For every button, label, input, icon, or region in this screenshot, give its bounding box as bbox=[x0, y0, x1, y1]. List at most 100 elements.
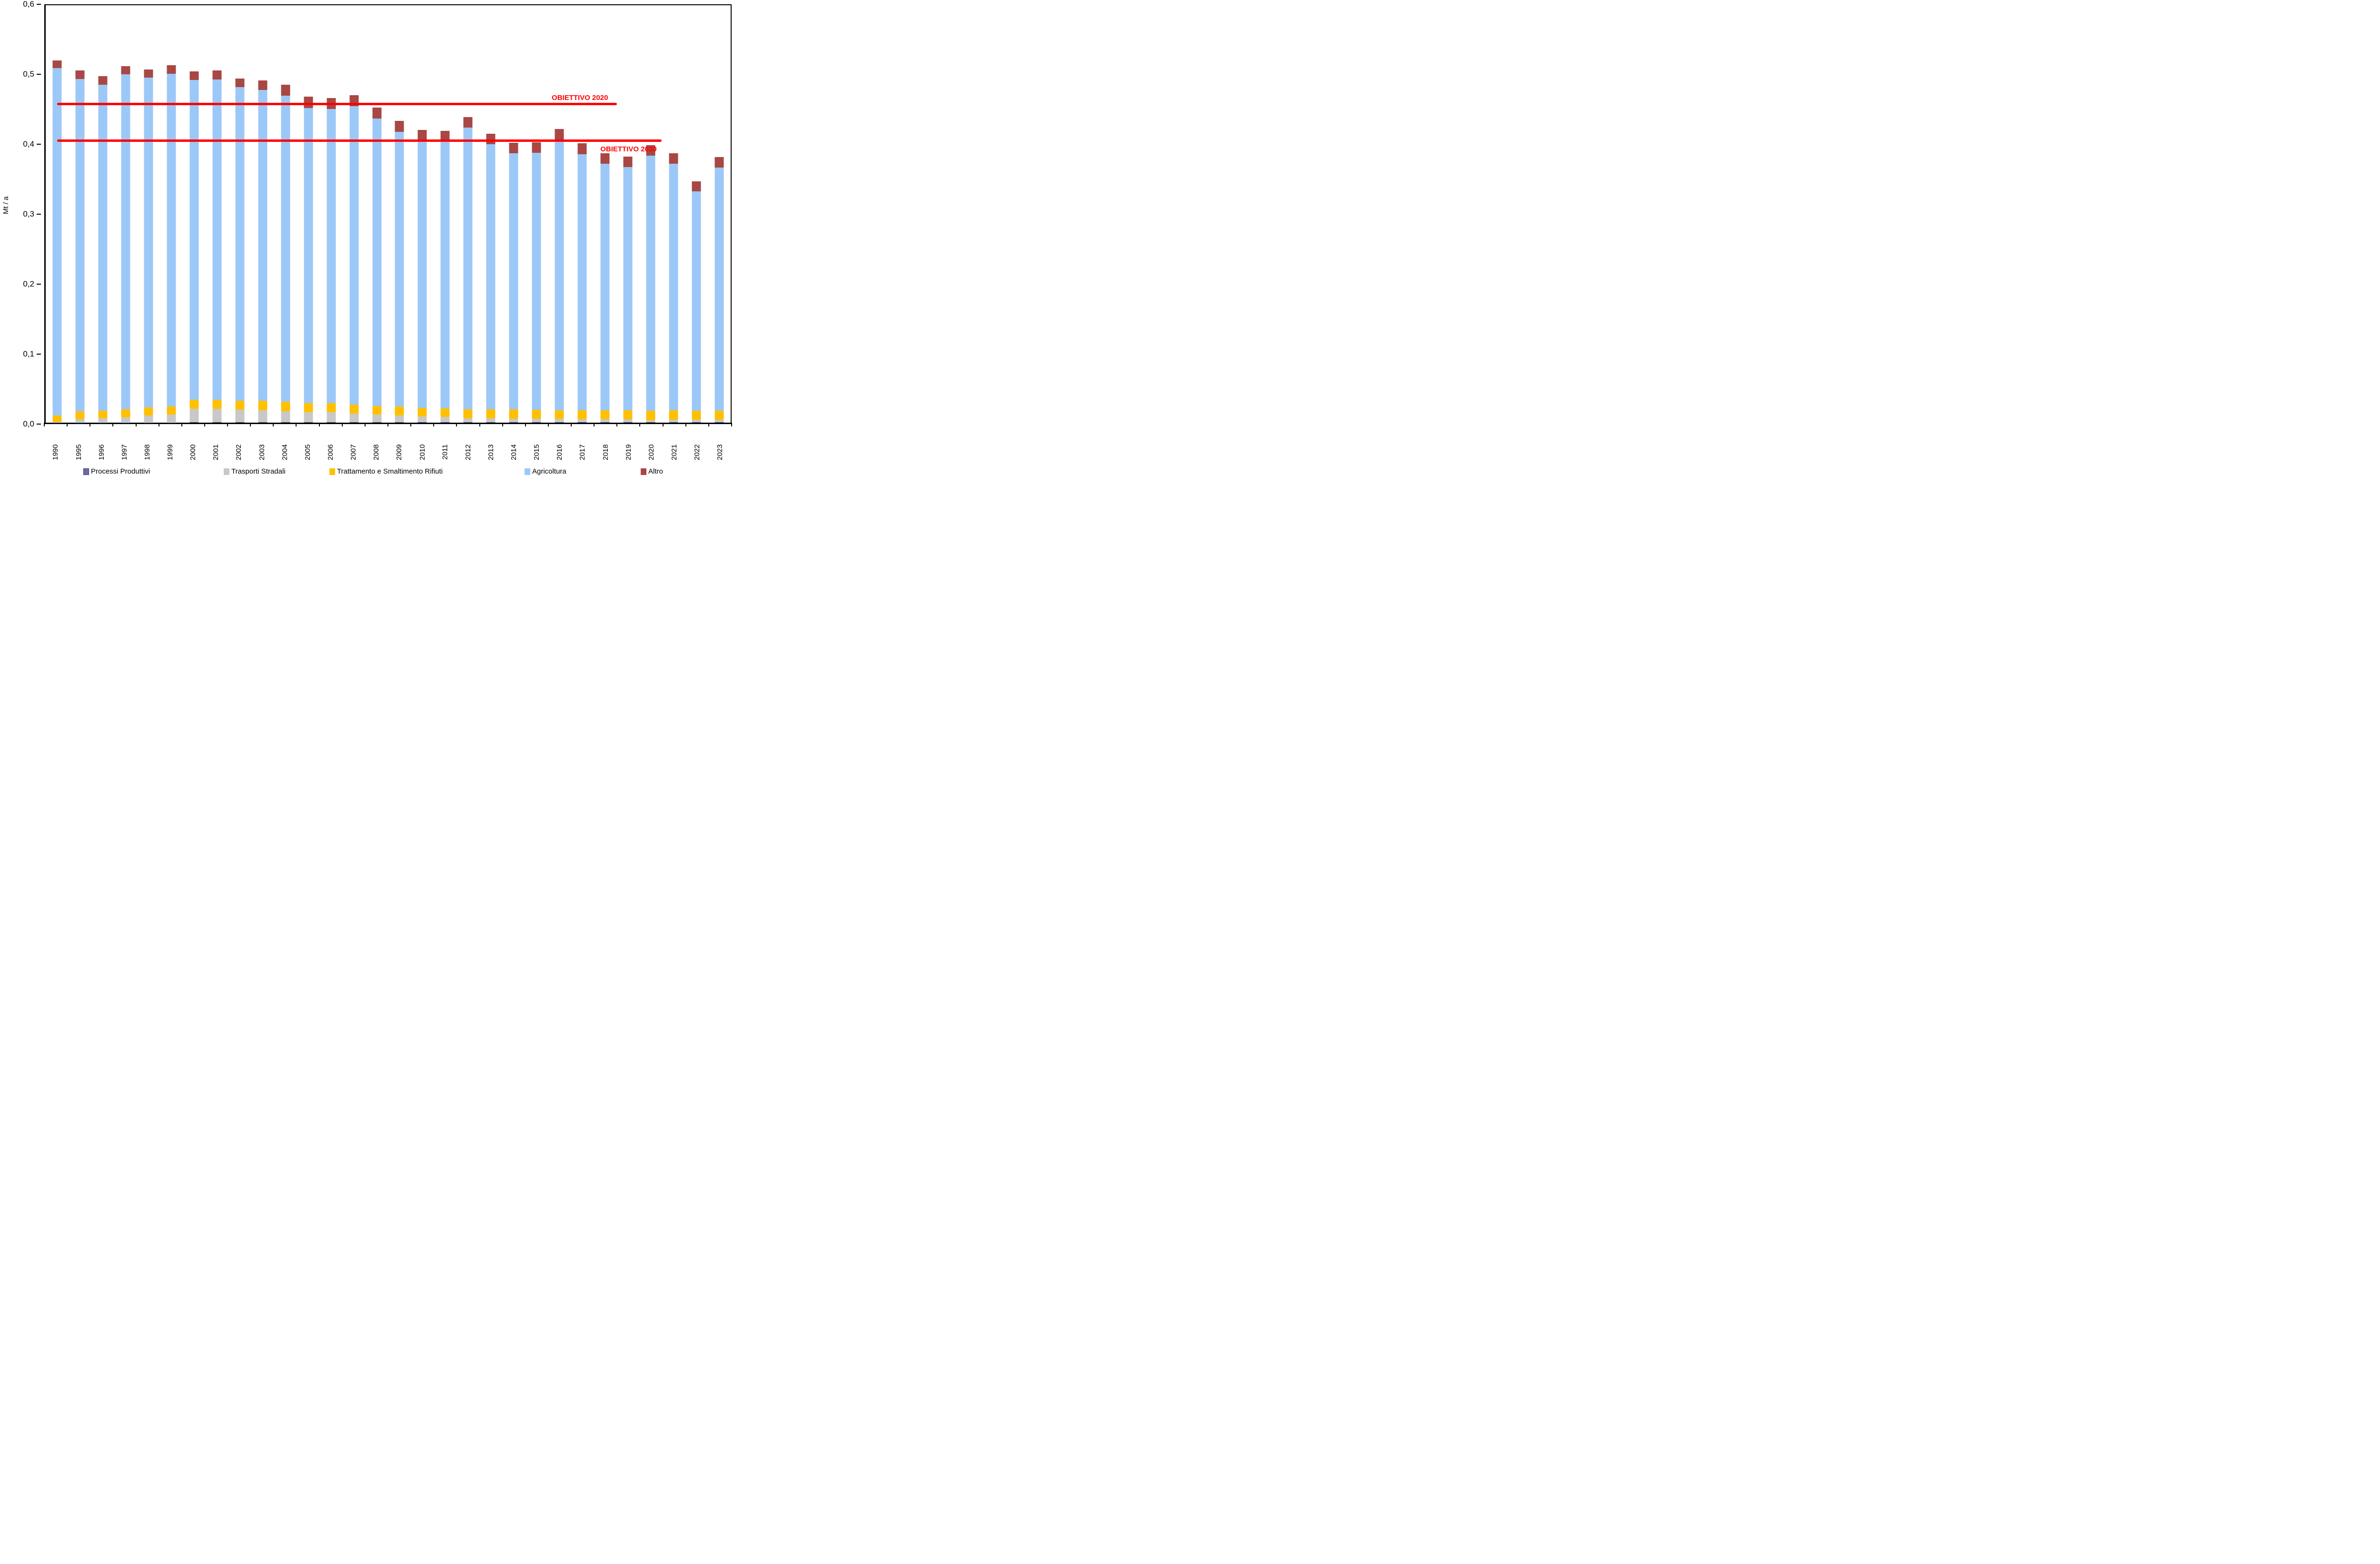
segment-trattamento-e-smaltimento-rifiuti bbox=[532, 409, 541, 419]
segment-processi-produttivi bbox=[395, 422, 404, 423]
segment-trasporti-stradali bbox=[532, 419, 541, 423]
segment-altro bbox=[669, 153, 678, 164]
segment-altro bbox=[600, 153, 610, 164]
segment-processi-produttivi bbox=[417, 422, 427, 423]
bar-2008 bbox=[372, 5, 381, 423]
x-tick-label-2022: 2022 bbox=[686, 430, 709, 460]
x-axis-tick bbox=[662, 423, 664, 426]
segment-trasporti-stradali bbox=[304, 412, 313, 422]
segment-altro bbox=[395, 121, 404, 132]
x-tick-label-text: 2008 bbox=[372, 444, 381, 460]
y-axis-tick bbox=[37, 354, 41, 355]
bar-2017 bbox=[577, 5, 587, 423]
y-tick-label: 0,3 bbox=[23, 209, 34, 218]
segment-trattamento-e-smaltimento-rifiuti bbox=[692, 410, 701, 420]
bar-2009 bbox=[395, 5, 404, 423]
x-tick-label-2014: 2014 bbox=[503, 430, 526, 460]
segment-processi-produttivi bbox=[486, 422, 496, 423]
segment-trattamento-e-smaltimento-rifiuti bbox=[212, 399, 222, 409]
x-tick-label-2008: 2008 bbox=[365, 430, 388, 460]
bar-2002 bbox=[235, 5, 245, 423]
segment-processi-produttivi bbox=[714, 422, 724, 423]
bar-2021 bbox=[669, 5, 678, 423]
segment-altro bbox=[167, 65, 176, 74]
x-tick-label-text: 2009 bbox=[395, 444, 404, 460]
x-axis-tick bbox=[67, 423, 68, 426]
bar-slot-1999 bbox=[160, 5, 183, 423]
segment-trasporti-stradali bbox=[372, 415, 381, 423]
x-tick-label-text: 2019 bbox=[624, 444, 633, 460]
x-axis-tick bbox=[708, 423, 709, 426]
x-axis-tick bbox=[456, 423, 457, 426]
segment-trasporti-stradali bbox=[327, 412, 336, 422]
segment-processi-produttivi bbox=[349, 422, 359, 423]
bar-2000 bbox=[189, 5, 199, 423]
bar-2005 bbox=[304, 5, 313, 423]
bar-2012 bbox=[463, 5, 473, 423]
x-tick-label-text: 2015 bbox=[533, 444, 541, 460]
bar-slot-1997 bbox=[114, 5, 137, 423]
segment-processi-produttivi bbox=[212, 422, 222, 423]
segment-altro bbox=[189, 71, 199, 80]
bar-slot-2000 bbox=[183, 5, 206, 423]
segment-trasporti-stradali bbox=[144, 416, 153, 423]
x-tick-label-2007: 2007 bbox=[342, 430, 365, 460]
y-axis-tick bbox=[37, 214, 41, 215]
x-axis-tick bbox=[387, 423, 388, 426]
bar-slot-2015 bbox=[525, 5, 548, 423]
segment-agricoltura bbox=[600, 163, 610, 410]
segment-trattamento-e-smaltimento-rifiuti bbox=[509, 409, 518, 419]
x-tick-label-text: 2001 bbox=[212, 444, 220, 460]
bar-slot-2019 bbox=[616, 5, 639, 423]
segment-trasporti-stradali bbox=[486, 418, 496, 423]
bar-2014 bbox=[509, 5, 518, 423]
segment-trattamento-e-smaltimento-rifiuti bbox=[463, 409, 473, 418]
segment-altro bbox=[372, 107, 381, 119]
x-axis-tick bbox=[479, 423, 480, 426]
segment-trasporti-stradali bbox=[121, 417, 130, 423]
bar-slot-1996 bbox=[91, 5, 114, 423]
segment-agricoltura bbox=[75, 79, 85, 412]
x-tick-label-1995: 1995 bbox=[67, 430, 90, 460]
segment-agricoltura bbox=[714, 168, 724, 411]
segment-trattamento-e-smaltimento-rifiuti bbox=[349, 405, 359, 414]
legend-item-trasporti-stradali: Trasporti Stradali bbox=[224, 467, 286, 475]
x-axis-tick bbox=[112, 423, 114, 426]
bar-slot-1990 bbox=[46, 5, 69, 423]
x-axis-tick bbox=[616, 423, 618, 426]
legend-label: Trattamento e Smaltimento Rifiuti bbox=[337, 467, 443, 475]
y-axis-labels: 0,0 0,1 0,2 0,3 0,4 0,5 0,6 bbox=[0, 0, 41, 428]
segment-processi-produttivi bbox=[509, 422, 518, 423]
segment-trattamento-e-smaltimento-rifiuti bbox=[395, 406, 404, 416]
segment-trattamento-e-smaltimento-rifiuti bbox=[486, 409, 496, 419]
segment-trattamento-e-smaltimento-rifiuti bbox=[98, 411, 108, 418]
x-tick-label-text: 2020 bbox=[647, 444, 656, 460]
segment-agricoltura bbox=[212, 79, 222, 400]
segment-trasporti-stradali bbox=[714, 419, 724, 423]
bar-2013 bbox=[486, 5, 496, 423]
x-tick-label-text: 1990 bbox=[51, 444, 60, 460]
x-axis-ticks bbox=[44, 423, 732, 426]
segment-altro bbox=[235, 78, 245, 87]
segment-altro bbox=[212, 70, 222, 79]
segment-agricoltura bbox=[623, 167, 633, 410]
segment-altro bbox=[144, 69, 153, 78]
legend-label: Trasporti Stradali bbox=[231, 467, 286, 475]
segment-altro bbox=[281, 85, 290, 96]
segment-trasporti-stradali bbox=[577, 419, 587, 423]
segment-trasporti-stradali bbox=[98, 418, 108, 423]
segment-trattamento-e-smaltimento-rifiuti bbox=[189, 400, 199, 409]
segment-agricoltura bbox=[692, 191, 701, 411]
x-tick-label-text: 2011 bbox=[441, 444, 449, 460]
segment-trasporti-stradali bbox=[281, 411, 290, 423]
y-tick-label: 0,1 bbox=[23, 349, 34, 359]
x-tick-label-text: 2004 bbox=[280, 444, 289, 460]
segment-altro bbox=[121, 66, 130, 75]
x-axis-tick bbox=[181, 423, 182, 426]
segment-processi-produttivi bbox=[577, 422, 587, 423]
segment-processi-produttivi bbox=[235, 422, 245, 423]
altro-swatch-icon bbox=[641, 468, 646, 475]
segment-trasporti-stradali bbox=[75, 419, 85, 423]
bar-slot-2020 bbox=[639, 5, 662, 423]
segment-agricoltura bbox=[258, 89, 268, 401]
